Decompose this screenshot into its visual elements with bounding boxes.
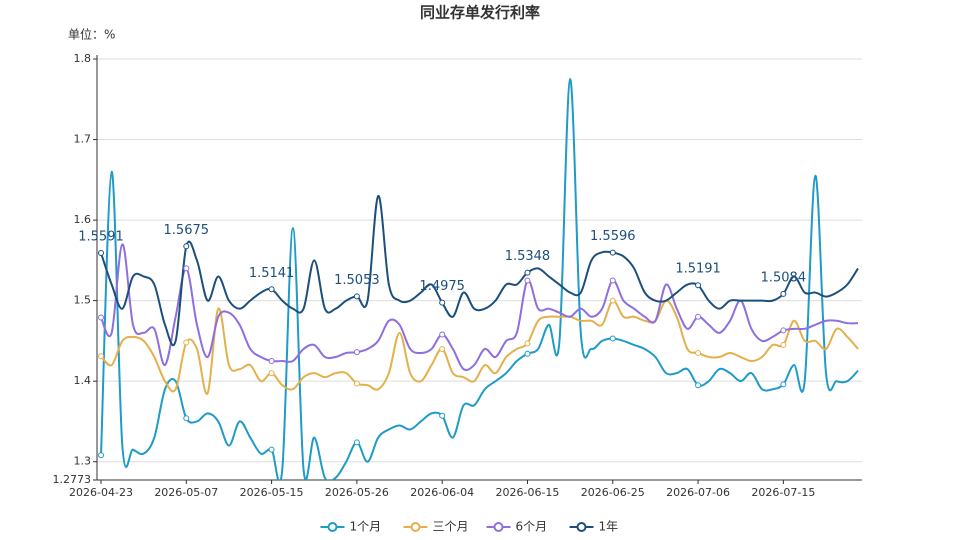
point-marker xyxy=(183,339,190,346)
point-marker xyxy=(98,314,104,321)
data-label: 1.5596 xyxy=(590,229,636,244)
legend-label: 1年 xyxy=(599,520,619,534)
data-label: 1.5591 xyxy=(78,230,124,245)
x-tick-label: 2026-05-07 xyxy=(154,486,218,499)
point-marker xyxy=(268,446,275,453)
point-marker xyxy=(780,327,787,334)
y-tick-label: 1.4 xyxy=(74,374,92,387)
legend-marker xyxy=(493,522,504,532)
data-label: 1.5191 xyxy=(675,262,721,277)
point-marker xyxy=(439,299,446,306)
point-marker xyxy=(183,243,190,250)
point-marker xyxy=(183,415,190,422)
point-marker xyxy=(353,293,360,300)
series-line xyxy=(100,299,859,395)
data-label: 1.5141 xyxy=(249,266,295,281)
y-tick-label: 1.3 xyxy=(74,455,92,468)
chart-title: 同业存单发行利率 xyxy=(420,4,540,22)
point-marker xyxy=(524,350,531,357)
data-label: 1.5675 xyxy=(164,223,210,238)
point-marker xyxy=(524,340,531,347)
point-marker xyxy=(609,277,616,284)
data-label: 1.4975 xyxy=(419,279,465,294)
x-tick-label: 2026-06-04 xyxy=(410,486,474,499)
data-label: 1.5084 xyxy=(761,270,807,285)
unit-label: 单位：% xyxy=(68,27,115,42)
y-tick-label: 1.5 xyxy=(74,294,92,307)
point-marker xyxy=(353,349,360,356)
point-marker xyxy=(353,439,360,446)
x-tick-label: 2026-04-23 xyxy=(69,486,133,499)
series-line xyxy=(100,194,859,347)
legend-marker xyxy=(410,522,421,532)
point-marker xyxy=(695,382,702,389)
point-marker xyxy=(780,381,787,388)
point-marker xyxy=(353,380,360,387)
point-marker xyxy=(780,341,787,348)
point-marker xyxy=(524,269,531,276)
point-marker xyxy=(268,358,275,365)
point-marker xyxy=(439,412,446,419)
series-line xyxy=(100,243,859,372)
x-tick-label: 2026-06-15 xyxy=(496,486,560,499)
point-marker xyxy=(439,345,446,352)
series-line xyxy=(100,78,859,480)
point-marker xyxy=(98,353,104,360)
y-tick-label: 1.2773 xyxy=(53,473,92,486)
point-marker xyxy=(695,313,702,320)
legend-marker xyxy=(327,522,338,532)
point-marker xyxy=(268,286,275,293)
x-tick-label: 2026-07-06 xyxy=(666,486,730,499)
x-tick-label: 2026-06-25 xyxy=(581,486,645,499)
x-tick-label: 2026-05-26 xyxy=(325,486,389,499)
data-label: 1.5348 xyxy=(505,249,551,264)
point-marker xyxy=(183,265,190,272)
point-marker xyxy=(98,452,104,459)
data-label: 1.5053 xyxy=(334,273,380,288)
point-marker xyxy=(609,249,616,256)
point-marker xyxy=(524,277,531,284)
y-tick-label: 1.6 xyxy=(74,213,92,226)
point-marker xyxy=(695,349,702,356)
point-marker xyxy=(609,335,616,342)
point-marker xyxy=(695,282,702,289)
y-tick-label: 1.8 xyxy=(74,52,92,65)
x-tick-label: 2026-07-15 xyxy=(751,486,815,499)
x-tick-label: 2026-05-15 xyxy=(240,486,304,499)
point-marker xyxy=(609,297,616,304)
point-marker xyxy=(268,370,275,377)
point-marker xyxy=(780,290,787,297)
point-marker xyxy=(439,331,446,338)
legend-label: 三个月 xyxy=(433,520,469,534)
legend-marker xyxy=(576,522,587,532)
y-tick-label: 1.7 xyxy=(74,133,92,146)
point-marker xyxy=(98,250,104,257)
legend-label: 6个月 xyxy=(516,520,548,534)
legend-label: 1个月 xyxy=(350,520,382,534)
